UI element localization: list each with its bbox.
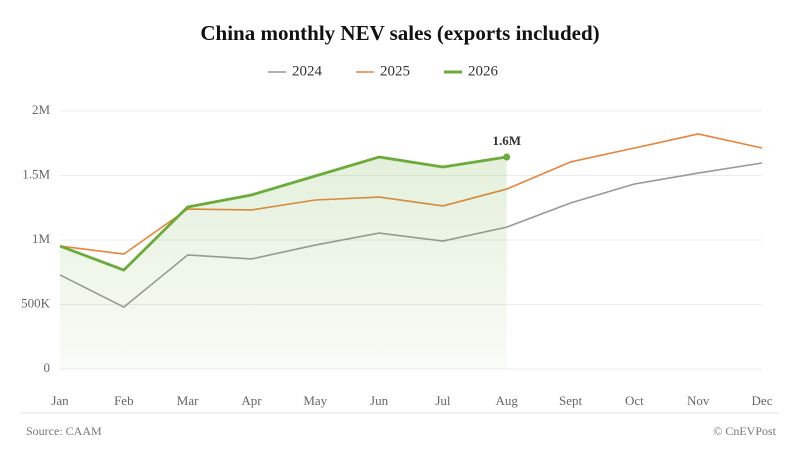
x-tick-label: Mar — [177, 393, 199, 408]
x-tick-label: Jun — [370, 393, 389, 408]
area — [60, 157, 507, 369]
y-tick-label: 0 — [44, 360, 51, 375]
x-tick-label: Sept — [559, 393, 583, 408]
y-tick-label: 500K — [21, 295, 51, 310]
x-tick-label: Feb — [114, 393, 134, 408]
y-tick-label: 1M — [32, 231, 51, 246]
source: Source: CAAM — [26, 424, 102, 438]
chart-title: China monthly NEV sales (exports include… — [200, 21, 599, 45]
x-tick-label: Oct — [625, 393, 644, 408]
credit: © CnEVPost — [713, 424, 776, 438]
legend-label: 2026 — [468, 63, 499, 79]
data-label: 1.6M — [492, 133, 521, 148]
x-tick-label: May — [303, 393, 327, 408]
x-tick-label: Jul — [435, 393, 451, 408]
legend-label: 2024 — [292, 63, 323, 79]
y-tick-label: 1.5M — [22, 166, 50, 181]
legend-label: 2025 — [380, 63, 410, 79]
x-tick-label: Jan — [51, 393, 69, 408]
x-tick-label: Nov — [687, 393, 710, 408]
x-tick-label: Apr — [241, 393, 262, 408]
y-tick-label: 2M — [32, 102, 51, 117]
x-tick-label: Dec — [752, 393, 773, 408]
x-tick-label: Aug — [496, 393, 519, 408]
point — [503, 153, 511, 161]
line — [59, 155, 507, 272]
